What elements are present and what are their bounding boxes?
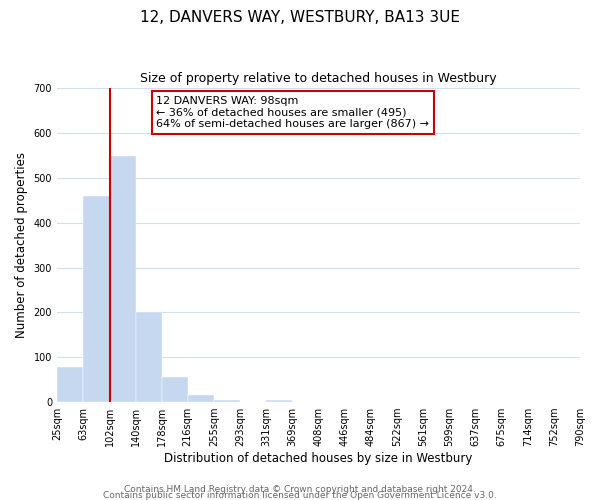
Y-axis label: Number of detached properties: Number of detached properties — [15, 152, 28, 338]
Bar — [161, 376, 188, 402]
X-axis label: Distribution of detached houses by size in Westbury: Distribution of detached houses by size … — [164, 452, 473, 465]
Text: Contains HM Land Registry data © Crown copyright and database right 2024.: Contains HM Land Registry data © Crown c… — [124, 484, 476, 494]
Bar — [188, 396, 214, 402]
Bar — [266, 400, 292, 402]
Text: 12, DANVERS WAY, WESTBURY, BA13 3UE: 12, DANVERS WAY, WESTBURY, BA13 3UE — [140, 10, 460, 25]
Bar — [57, 367, 83, 402]
Text: Contains public sector information licensed under the Open Government Licence v3: Contains public sector information licen… — [103, 490, 497, 500]
Bar — [110, 156, 136, 402]
Bar — [83, 196, 110, 402]
Bar — [214, 400, 240, 402]
Bar — [136, 312, 161, 402]
Text: 12 DANVERS WAY: 98sqm
← 36% of detached houses are smaller (495)
64% of semi-det: 12 DANVERS WAY: 98sqm ← 36% of detached … — [157, 96, 430, 129]
Title: Size of property relative to detached houses in Westbury: Size of property relative to detached ho… — [140, 72, 497, 86]
